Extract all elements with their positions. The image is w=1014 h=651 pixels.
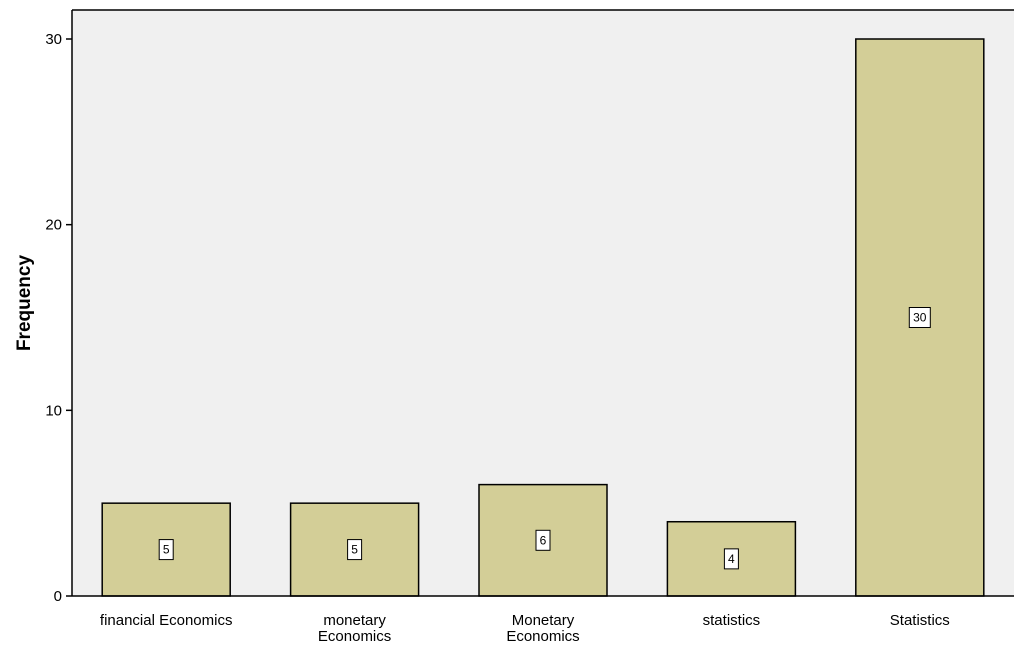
y-tick-label-0: 0	[54, 588, 62, 605]
data-label-3: 4	[728, 552, 735, 566]
data-label-box-4	[908, 307, 931, 328]
y-axis-title: Frequency	[14, 255, 35, 352]
x-tick-label-0: financial Economics	[100, 612, 233, 629]
data-label-box-3	[723, 548, 739, 570]
x-tick-label-2-0: Monetary	[512, 612, 575, 629]
data-label-box-2	[535, 529, 551, 551]
data-label-4: 30	[913, 311, 927, 325]
data-label-box-0	[158, 539, 174, 561]
x-tick-label-1-1: Economics	[318, 628, 391, 645]
y-tick-label-3: 30	[45, 31, 62, 48]
x-tick-label-2-1: Economics	[506, 628, 579, 645]
data-label-2: 6	[540, 533, 547, 547]
x-tick-label-1-0: monetary	[323, 612, 386, 629]
y-tick-label-1: 10	[45, 402, 62, 419]
x-tick-label-3: statistics	[703, 612, 761, 629]
data-label-0: 5	[163, 543, 170, 557]
axes-layer: 0 10 20 30	[45, 9, 1014, 605]
x-tick-label-4: Statistics	[890, 612, 950, 629]
data-label-1: 5	[351, 543, 358, 557]
data-label-box-1	[347, 539, 363, 561]
y-tick-label-2: 20	[45, 217, 62, 234]
